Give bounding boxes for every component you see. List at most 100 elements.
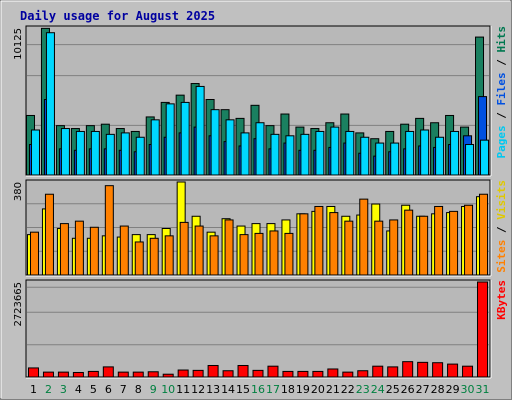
x-tick-day-31: 31 xyxy=(476,383,490,396)
x-tick-day-24: 24 xyxy=(371,383,385,396)
bar-sites-day-27 xyxy=(419,215,429,276)
bar-sites-day-6 xyxy=(104,185,114,276)
x-tick-day-17: 17 xyxy=(266,383,280,396)
bar-kbytes-day-29 xyxy=(447,363,459,378)
legend-part-0: Pages xyxy=(495,125,508,158)
bar-kbytes-day-30 xyxy=(462,365,474,378)
bar-sites-day-8 xyxy=(134,241,144,276)
bar-kbytes-day-25 xyxy=(387,366,399,378)
day-axis-labels: 1 2 3 4 5 6 7 8 9 10 11 12 13 14 15 16 17 18 19 20 21 22 23 24 2… xyxy=(30,383,490,396)
y-axis-max-label: 2723665 xyxy=(13,282,24,327)
x-tick-day-27: 27 xyxy=(416,383,430,396)
bar-sites-day-29 xyxy=(449,210,459,276)
x-tick-day-23: 23 xyxy=(356,383,370,396)
bar-sites-day-23 xyxy=(359,198,369,276)
bar-sites-day-10 xyxy=(164,235,174,276)
bar-sites-day-9 xyxy=(149,237,159,276)
bar-sites-day-21 xyxy=(329,212,339,276)
panel-legend-label: Sites / Visits xyxy=(495,180,508,273)
x-tick-day-6: 6 xyxy=(105,383,112,396)
bar-pages-day-7 xyxy=(120,132,130,176)
y-axis-max-label: 10125 xyxy=(13,28,24,60)
bar-kbytes-day-22 xyxy=(342,371,354,378)
bar-kbytes-day-20 xyxy=(312,370,324,378)
bar-pages-day-21 xyxy=(330,126,340,176)
bar-sites-day-25 xyxy=(389,219,399,276)
bar-sites-day-20 xyxy=(314,205,324,276)
bar-sites-day-13 xyxy=(209,235,219,276)
x-tick-day-2: 2 xyxy=(45,383,52,396)
bar-sites-day-5 xyxy=(89,226,99,276)
x-tick-day-18: 18 xyxy=(281,383,295,396)
legend-part-1: / xyxy=(495,106,508,126)
bar-sites-day-22 xyxy=(344,220,354,276)
x-tick-day-4: 4 xyxy=(75,383,82,396)
bar-kbytes-day-1 xyxy=(27,367,39,378)
panel-pages-files-hits: 10125 Pages / Files / Hits xyxy=(13,25,508,177)
bar-kbytes-day-28 xyxy=(432,362,444,378)
bar-kbytes-day-17 xyxy=(267,365,279,378)
x-tick-day-19: 19 xyxy=(296,383,310,396)
bar-pages-day-13 xyxy=(210,109,220,176)
bar-pages-day-6 xyxy=(105,133,115,176)
legend-part-0: KBytes xyxy=(495,280,508,320)
bar-kbytes-day-27 xyxy=(417,361,429,378)
bar-kbytes-day-4 xyxy=(72,371,84,378)
bar-pages-day-20 xyxy=(315,130,325,176)
chart-panels: 10125 Pages / Files / Hits 380 Sites / Visi… xyxy=(13,25,508,379)
bar-kbytes-day-31 xyxy=(477,281,489,378)
bar-sites-day-16 xyxy=(254,232,264,276)
legend-part-2: Files xyxy=(495,72,508,105)
x-tick-day-14: 14 xyxy=(221,383,235,396)
bar-sites-day-4 xyxy=(74,220,84,276)
x-tick-day-29: 29 xyxy=(446,383,460,396)
x-tick-day-13: 13 xyxy=(206,383,220,396)
bar-sites-day-31 xyxy=(479,193,489,276)
panel-kbytes: 2723665 KBytes xyxy=(13,279,508,379)
panel-legend-label: KBytes xyxy=(495,280,508,320)
bar-pages-day-11 xyxy=(180,101,190,176)
x-tick-day-5: 5 xyxy=(90,383,97,396)
bar-sites-day-12 xyxy=(194,225,204,276)
bar-pages-day-1 xyxy=(30,129,40,176)
bar-pages-day-30 xyxy=(465,144,475,176)
bar-sites-day-3 xyxy=(59,223,69,276)
bar-kbytes-day-18 xyxy=(282,370,294,378)
x-tick-day-10: 10 xyxy=(161,383,175,396)
panel-plot-area xyxy=(25,279,491,378)
bar-pages-day-15 xyxy=(240,132,250,176)
bar-sites-day-28 xyxy=(434,205,444,276)
x-tick-day-21: 21 xyxy=(326,383,340,396)
bar-pages-day-23 xyxy=(360,136,370,176)
bar-pages-day-4 xyxy=(75,130,85,176)
bar-kbytes-day-21 xyxy=(327,368,339,378)
x-tick-day-30: 30 xyxy=(461,383,475,396)
bar-pages-day-19 xyxy=(300,133,310,176)
bar-kbytes-day-13 xyxy=(207,364,219,378)
x-tick-day-11: 11 xyxy=(176,383,190,396)
legend-part-4: Hits xyxy=(495,26,508,53)
x-tick-day-1: 1 xyxy=(30,383,37,396)
x-tick-day-12: 12 xyxy=(191,383,205,396)
bar-pages-day-5 xyxy=(90,130,100,176)
bar-kbytes-day-23 xyxy=(357,370,369,378)
bar-pages-day-3 xyxy=(60,128,70,176)
x-tick-day-22: 22 xyxy=(341,383,355,396)
bar-kbytes-day-2 xyxy=(42,371,54,378)
x-tick-day-26: 26 xyxy=(401,383,415,396)
bar-pages-day-24 xyxy=(375,142,385,176)
x-tick-day-15: 15 xyxy=(236,383,250,396)
x-tick-day-25: 25 xyxy=(386,383,400,396)
bar-kbytes-day-5 xyxy=(87,370,99,378)
bar-pages-day-31 xyxy=(480,139,490,176)
bar-pages-day-25 xyxy=(390,142,400,176)
x-tick-day-9: 9 xyxy=(150,383,157,396)
bar-pages-day-9 xyxy=(150,119,160,176)
legend-part-0: Sites xyxy=(495,240,508,273)
bar-sites-day-15 xyxy=(239,234,249,276)
legend-part-3: / xyxy=(495,53,508,73)
bar-sites-day-17 xyxy=(269,230,279,276)
legend-part-2: Visits xyxy=(495,180,508,220)
x-tick-day-7: 7 xyxy=(120,383,127,396)
x-tick-day-8: 8 xyxy=(135,383,142,396)
